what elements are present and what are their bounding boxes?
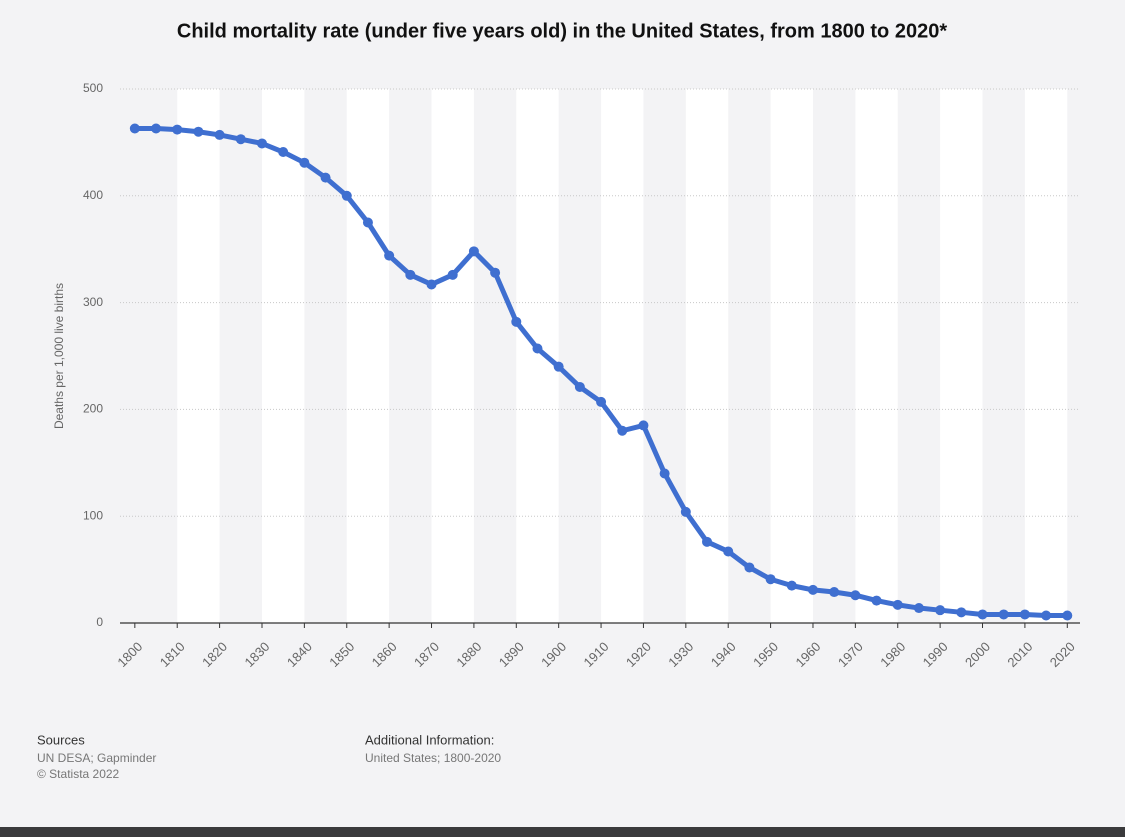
point — [405, 269, 416, 280]
point — [362, 217, 373, 228]
point — [341, 190, 352, 201]
point — [871, 595, 882, 606]
stripe — [346, 89, 390, 623]
point — [384, 250, 395, 261]
point — [1019, 609, 1030, 620]
stripe — [261, 89, 305, 623]
point — [278, 147, 289, 158]
point — [1041, 610, 1052, 621]
y-tick-label: 500 — [83, 81, 103, 95]
point — [511, 316, 522, 327]
chart-title: Child mortality rate (under five years o… — [177, 20, 947, 42]
point — [913, 603, 924, 614]
point — [892, 599, 903, 610]
point — [214, 129, 225, 140]
point — [765, 574, 776, 585]
point — [574, 381, 585, 392]
point — [935, 605, 946, 616]
point — [956, 607, 967, 618]
point — [786, 580, 797, 591]
point — [977, 609, 988, 620]
sources-heading: Sources — [37, 732, 85, 747]
point — [129, 123, 140, 134]
info: United States; 1800-2020 — [365, 751, 501, 765]
stripe — [431, 89, 474, 623]
stripe — [770, 89, 813, 623]
point — [553, 361, 564, 372]
point — [702, 536, 713, 547]
point — [617, 425, 628, 436]
point — [235, 134, 246, 145]
point — [299, 157, 310, 168]
point — [998, 609, 1009, 620]
stripes — [177, 89, 1068, 623]
stripe — [601, 89, 644, 623]
point — [829, 587, 840, 598]
y-tick-label: 300 — [83, 295, 103, 309]
info-heading: Additional Information: — [365, 732, 494, 747]
y-axis-label: Deaths per 1,000 live births — [52, 283, 66, 429]
y-tick-label: 200 — [83, 402, 103, 416]
source: © Statista 2022 — [37, 767, 120, 781]
stripe — [855, 89, 898, 623]
point — [172, 124, 183, 135]
point — [320, 172, 331, 183]
point — [447, 269, 458, 280]
point — [596, 396, 607, 407]
stripe — [1024, 89, 1068, 623]
point — [638, 420, 649, 431]
stripe — [516, 89, 559, 623]
source: UN DESA; Gapminder — [37, 751, 156, 765]
point — [532, 343, 543, 354]
y-tick-label: 100 — [83, 508, 103, 522]
point — [850, 590, 861, 601]
point — [1062, 610, 1073, 621]
y-tick-label: 400 — [83, 188, 103, 202]
y-tick-label: 0 — [96, 615, 103, 629]
point — [807, 584, 818, 595]
point — [680, 506, 691, 517]
point — [490, 267, 501, 278]
point — [151, 123, 162, 134]
bottom-bar — [0, 827, 1125, 837]
point — [723, 546, 734, 557]
point — [426, 279, 437, 290]
stripe — [940, 89, 983, 623]
point — [468, 246, 479, 257]
point — [744, 562, 755, 573]
point — [256, 138, 267, 149]
stripe — [685, 89, 729, 623]
point — [659, 468, 670, 479]
point — [193, 126, 204, 137]
stripe — [177, 89, 220, 623]
